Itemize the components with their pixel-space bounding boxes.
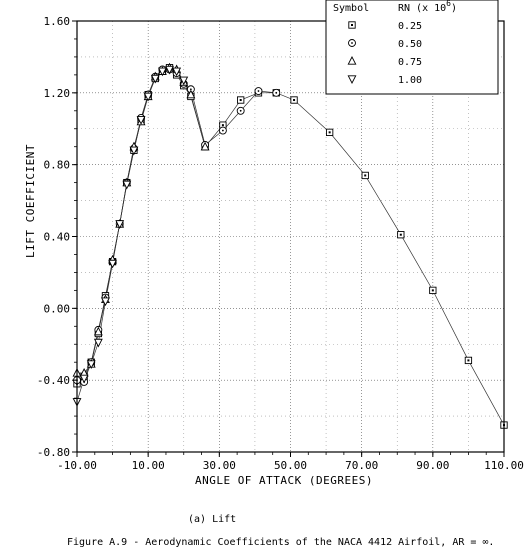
data-point-square — [361, 171, 369, 180]
legend-marker-square — [348, 21, 356, 29]
data-point-square-dot — [467, 359, 470, 362]
data-point-triangle-up — [200, 141, 210, 151]
data-point-square-dot — [364, 174, 367, 177]
legend-label: 0.75 — [398, 57, 422, 68]
x-axis-title: ANGLE OF ATTACK (DEGREES) — [195, 474, 373, 487]
y-tick-label: 0.00 — [44, 302, 71, 315]
y-tick-label: 0.80 — [44, 159, 71, 172]
data-point-circle-dot — [189, 88, 192, 91]
x-tick-label: 110.00 — [484, 459, 524, 472]
data-point-circle-dot — [221, 129, 224, 132]
legend-header-symbol: Symbol — [333, 3, 369, 14]
y-axis-title: LIFT COEFFICIENT — [24, 144, 37, 258]
y-tick-label: 1.20 — [44, 87, 71, 100]
x-tick-label: 90.00 — [416, 459, 449, 472]
x-tick-label: 10.00 — [132, 459, 165, 472]
data-point-square — [237, 96, 245, 104]
data-point-circle-dot — [275, 91, 278, 94]
grid-lines — [77, 21, 504, 452]
data-point-triangle-down — [93, 338, 103, 348]
legend: Symbol RN (x 106) 0.25 0.50 0.75 1.00 — [325, 0, 499, 95]
data-point-square — [429, 286, 437, 295]
x-tick-label: -10.00 — [57, 459, 97, 472]
legend-label: 1.00 — [398, 75, 422, 86]
data-point-triangle-down — [179, 76, 189, 86]
data-point-triangle-down — [101, 297, 110, 307]
series-points — [72, 62, 508, 429]
y-axis: -0.80 -0.40 0.00 0.40 0.80 1.20 1.60 — [37, 15, 77, 459]
data-point-triangle-down — [86, 360, 96, 369]
y-tick-label: -0.40 — [37, 374, 70, 387]
data-point-circle — [218, 126, 227, 135]
svg-text:RN (x 106): RN (x 106) — [398, 0, 457, 14]
y-tick-label: 1.60 — [44, 15, 71, 28]
data-point-triangle-down — [143, 92, 153, 102]
data-point-triangle-down — [172, 67, 182, 77]
legend-marker-triangle-up — [347, 56, 357, 65]
legend-label: 0.25 — [398, 21, 422, 32]
data-point-square — [325, 128, 334, 136]
data-point-circle — [272, 88, 281, 97]
series-line-1.00 — [76, 69, 185, 402]
data-point-triangle-up — [93, 326, 103, 336]
legend-marker-circle — [348, 39, 356, 47]
data-point-square-dot — [221, 124, 224, 127]
data-point-square-dot — [431, 289, 434, 292]
data-point-triangle-down — [108, 259, 118, 269]
x-tick-label: 30.00 — [203, 459, 236, 472]
data-point-circle — [236, 106, 245, 115]
data-point-square — [464, 356, 473, 365]
data-point-triangle-down — [122, 180, 132, 190]
legend-header-rn: RN (x 106) — [398, 0, 457, 14]
data-point-square-dot — [293, 99, 296, 102]
data-point-triangle-down — [165, 65, 174, 75]
data-point-square-dot — [239, 99, 242, 102]
figure-caption: Figure A.9 - Aerodynamic Coefficients of… — [67, 537, 494, 548]
legend-marker-triangle-down — [347, 75, 357, 84]
data-point-square — [397, 231, 405, 239]
data-point-circle-dot — [257, 90, 260, 92]
data-point-triangle-down — [157, 67, 167, 77]
data-point-triangle-down — [115, 220, 125, 229]
data-point-circle-dot — [239, 109, 242, 112]
data-point-triangle-down — [79, 374, 89, 384]
data-point-triangle-down — [129, 146, 139, 156]
y-tick-label: -0.80 — [37, 446, 70, 459]
y-tick-label: 0.40 — [44, 231, 71, 244]
legend-label: 0.50 — [398, 39, 422, 50]
data-point-triangle-down — [136, 116, 146, 125]
data-point-square-dot — [399, 233, 402, 236]
x-tick-label: 50.00 — [274, 459, 307, 472]
data-point-square-dot — [328, 131, 331, 134]
legend-marker-square-dot — [351, 24, 353, 26]
data-point-circle — [254, 87, 263, 95]
series-line-0.50 — [76, 69, 277, 383]
x-axis: -10.00 10.00 30.00 50.00 70.00 90.00 110.00 — [57, 452, 524, 472]
x-tick-label: 70.00 — [345, 459, 378, 472]
data-point-triangle-down — [150, 74, 160, 84]
data-point-triangle-up — [186, 89, 196, 99]
figure-subtitle: (a) Lift — [188, 514, 236, 525]
data-point-square — [290, 96, 298, 104]
legend-marker-circle-dot — [351, 42, 353, 44]
